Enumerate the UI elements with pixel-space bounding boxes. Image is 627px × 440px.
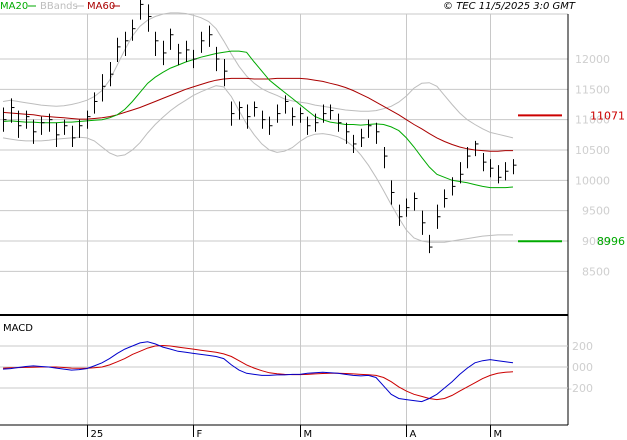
price-panel: 12000 11500 11000 10500 10000 9500 9000 8500 11… [0,0,625,314]
ma20-legend: MA20 [0,1,28,12]
macd-title: MACD [3,323,33,334]
macd-signal-line [2,344,514,401]
bbands-upper-line [2,12,514,139]
x-axis-tick-label: M [494,429,503,440]
price-level-label: 8996 [597,235,625,248]
copyright-text: © TEC 11/5/2025 3:0 GMT [443,1,576,12]
price-y-tick-label: 8500 [582,265,610,278]
x-axis-tick-label: M [304,429,313,440]
panel-separator [0,314,568,316]
price-y-tick-label: 10000 [575,174,610,187]
price-y-tick-label: 9500 [582,205,610,218]
x-axis-tick-label: A [410,429,417,440]
x-axis-tick-label: F [197,429,203,440]
price-y-tick-label: 12000 [575,53,610,66]
price-y-tick-label: 11000 [575,114,610,127]
macd-y-tick-label: 200 [572,340,593,353]
price-y-tick-label: 10500 [575,144,610,157]
macd-y-tick-label: 000 [572,361,593,374]
bbands-legend: BBands [40,1,78,12]
bbands-lower-line [2,85,513,243]
x-axis-tick-label: 25 [91,429,104,440]
macd-line [2,341,514,403]
price-y-tick-label: 9000 [582,235,610,248]
macd-y-tick-label: -200 [568,382,593,395]
price-level-label: 11071 [590,109,625,122]
ma60-legend: MA60 [87,1,115,12]
price-y-tick-label: 11500 [575,83,610,96]
macd-panel: MACD 200 000 -200 [0,316,593,425]
